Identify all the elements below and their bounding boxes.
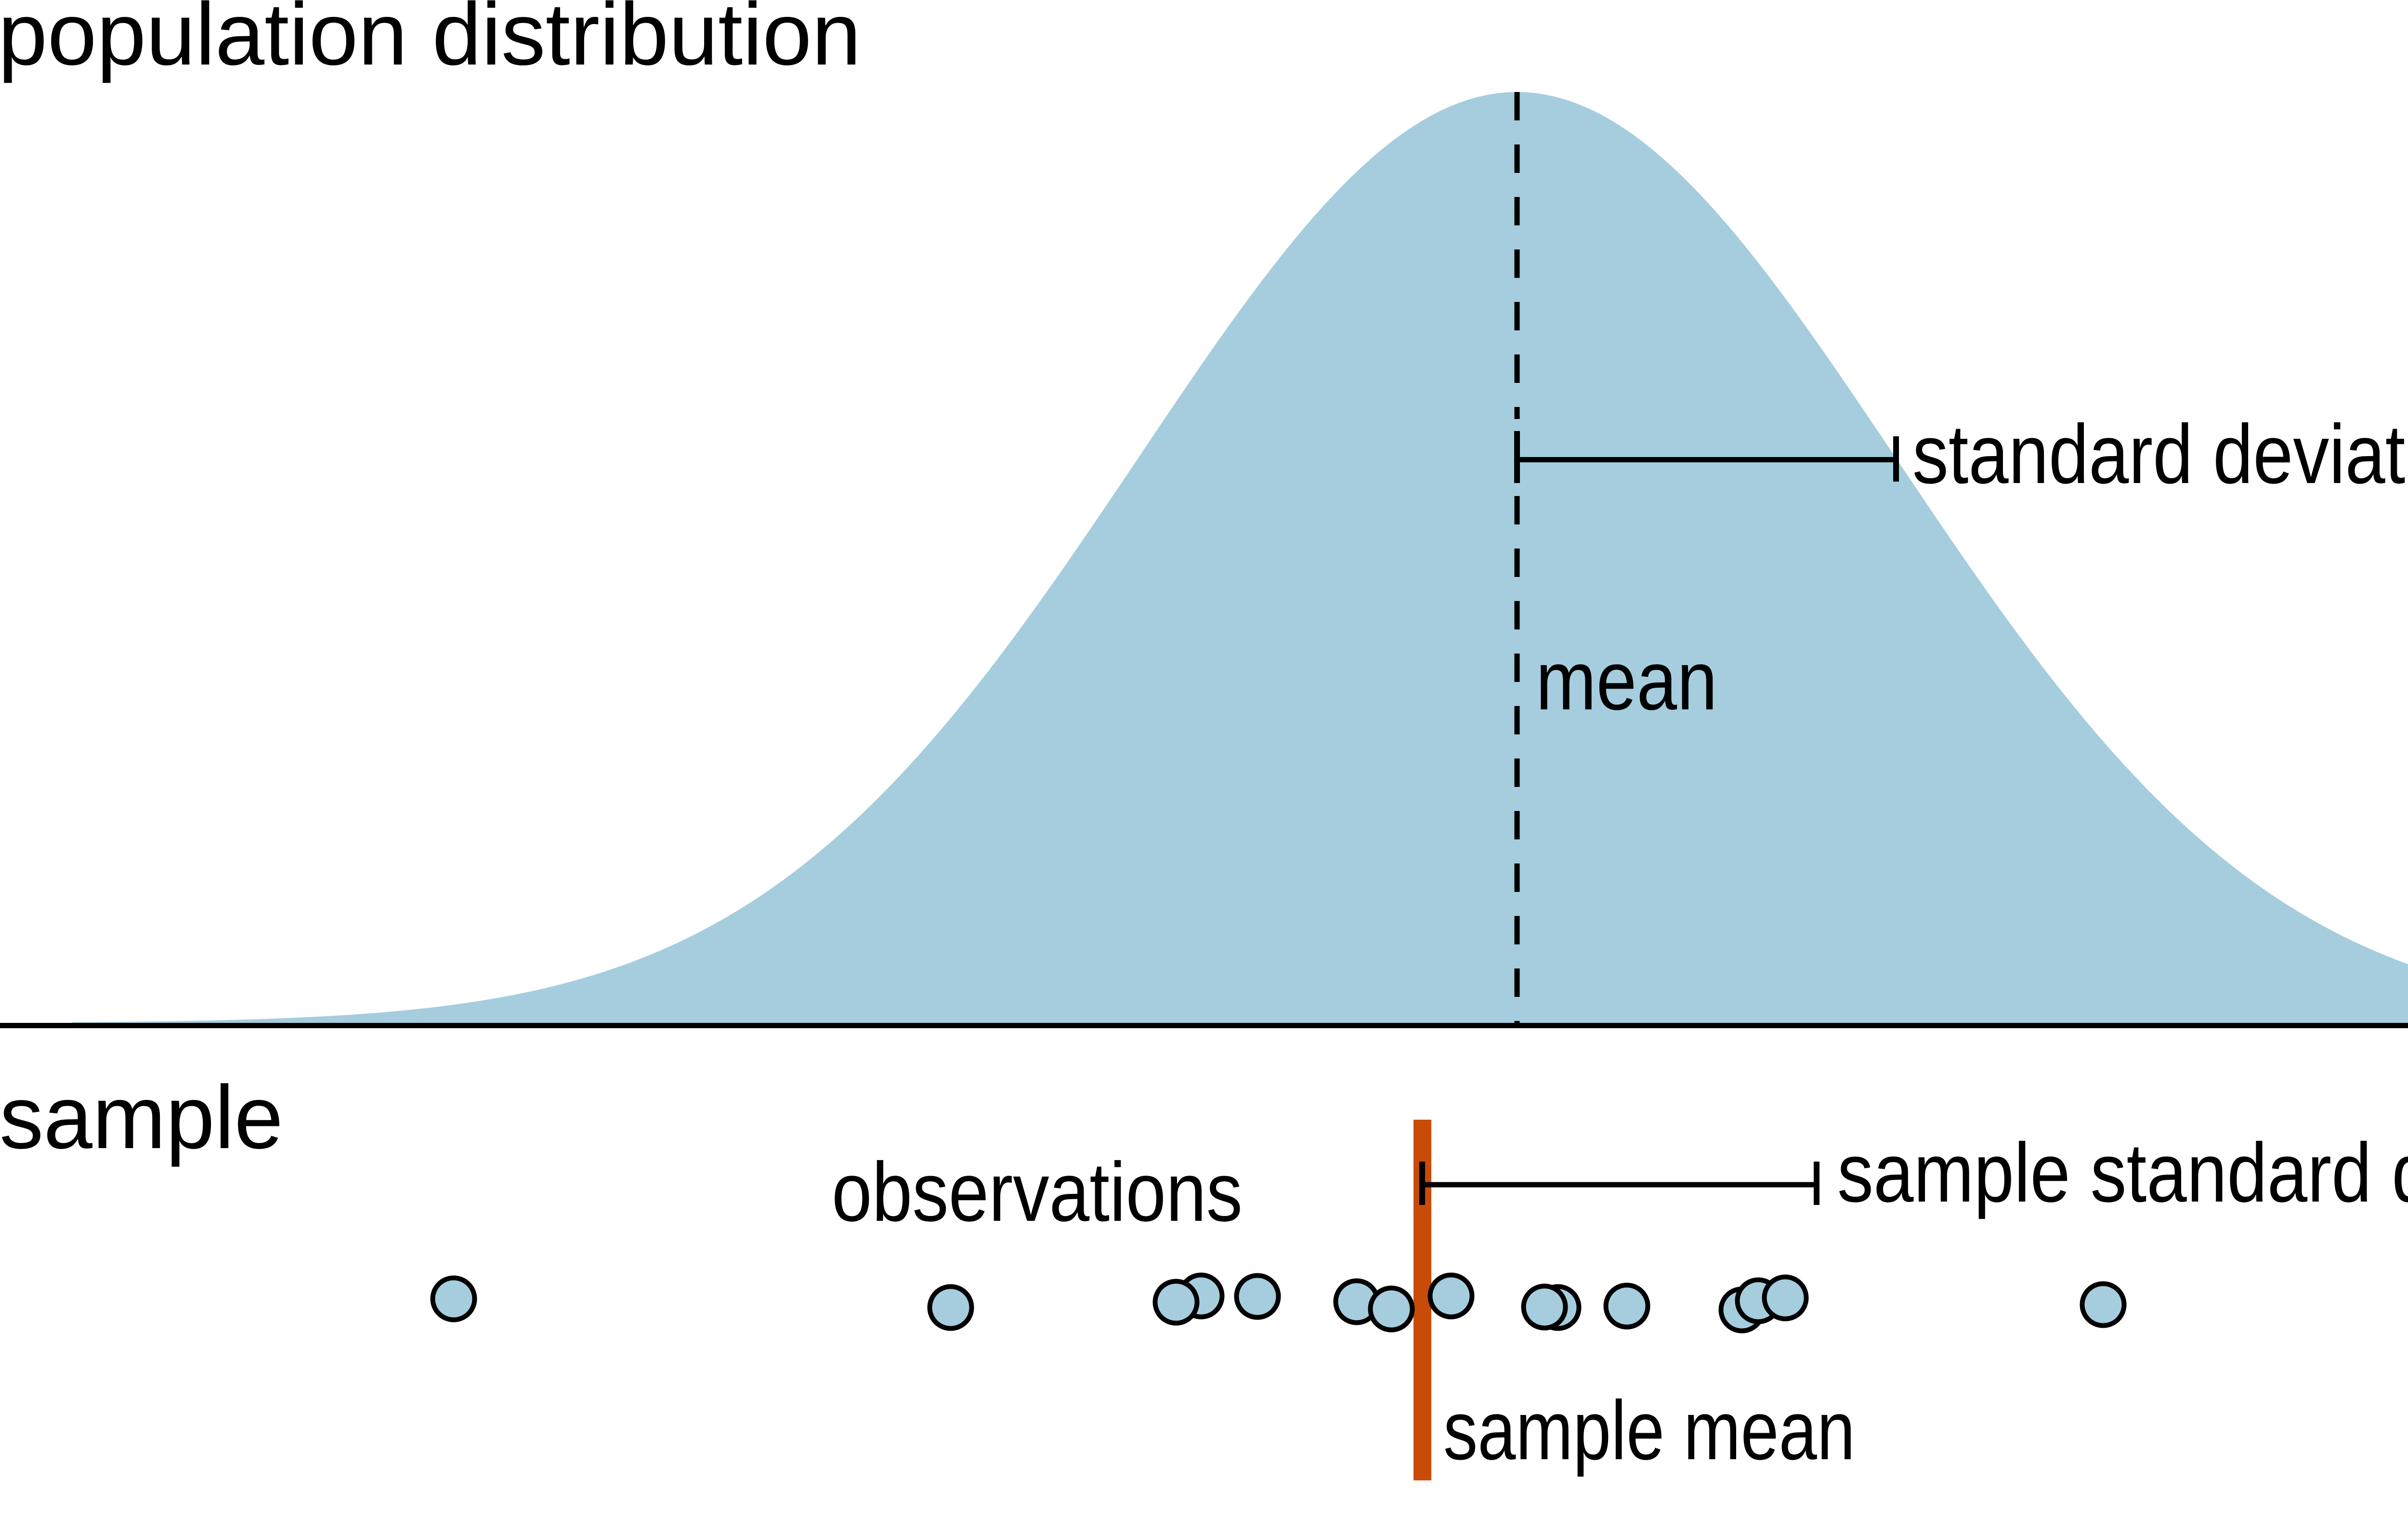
svg-text:observations: observations [832,1145,1243,1239]
svg-text:population distribution: population distribution [0,0,861,83]
svg-text:standard deviation: standard deviation [1912,407,2408,501]
svg-text:sample mean: sample mean [1443,1383,1855,1477]
svg-text:mean: mean [1536,633,1717,727]
svg-text:sample standard deviation: sample standard deviation [1837,1125,2408,1219]
svg-text:sample: sample [0,1068,283,1167]
